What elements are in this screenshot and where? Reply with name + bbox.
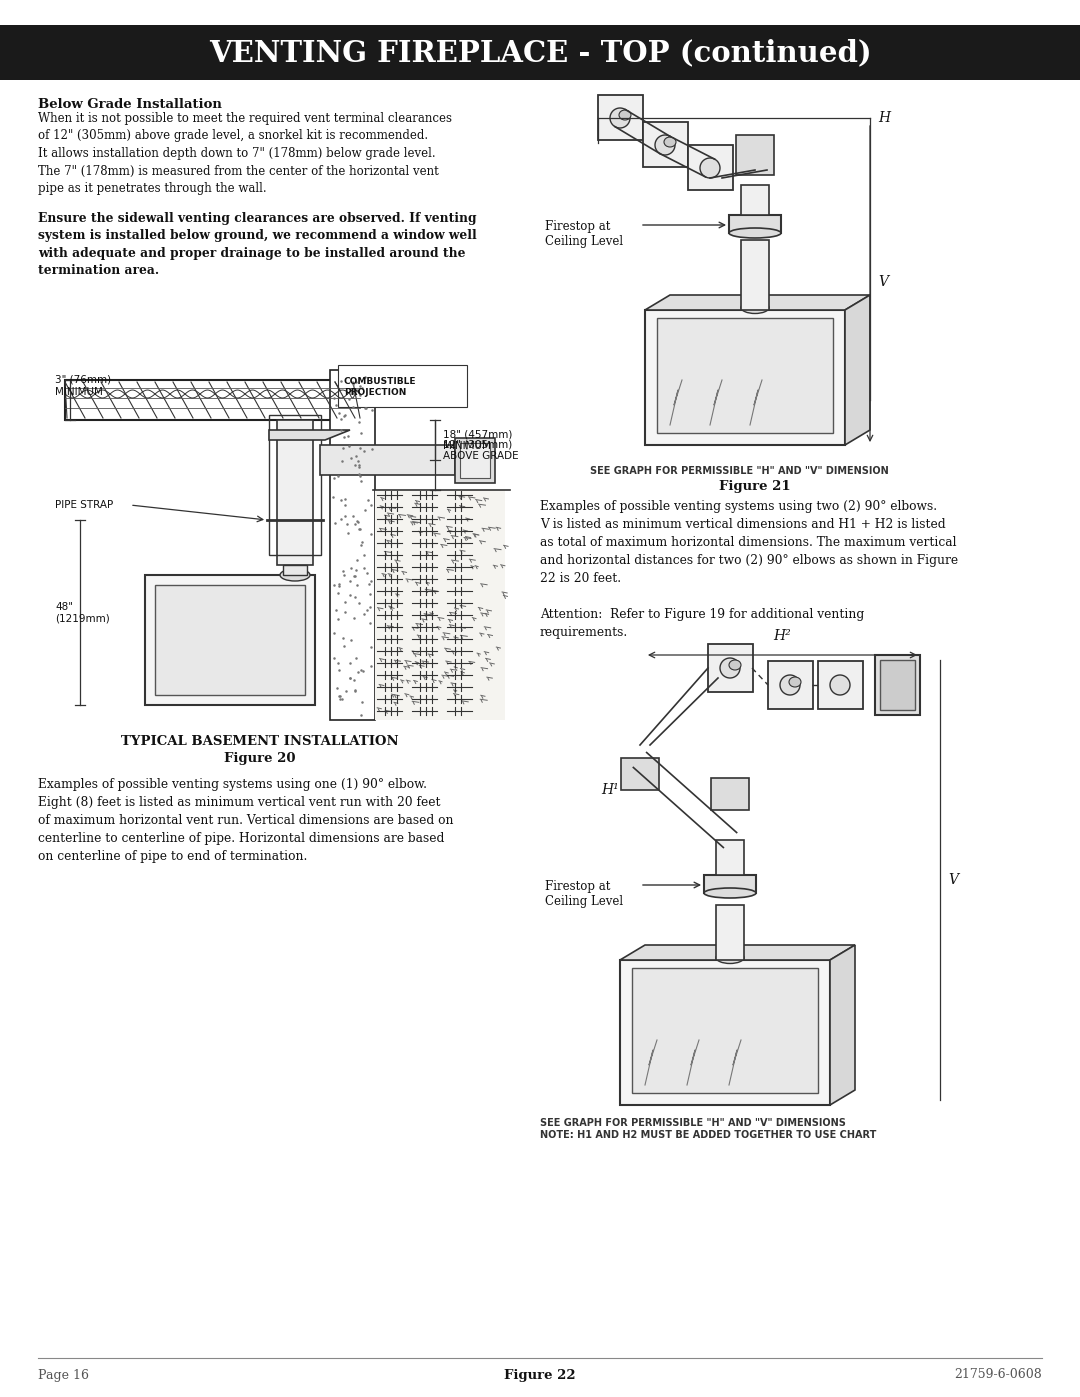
Bar <box>818 661 863 710</box>
Text: VENTING FIREPLACE - TOP (continued): VENTING FIREPLACE - TOP (continued) <box>208 38 872 67</box>
Bar <box>708 644 753 692</box>
Text: TYPICAL BASEMENT INSTALLATION: TYPICAL BASEMENT INSTALLATION <box>121 735 399 747</box>
Bar <box>645 310 845 446</box>
Ellipse shape <box>280 569 310 581</box>
Ellipse shape <box>729 659 741 671</box>
Text: Firestop at
Ceiling Level: Firestop at Ceiling Level <box>545 880 623 908</box>
Bar <box>657 319 833 433</box>
Bar <box>460 443 490 478</box>
Ellipse shape <box>716 951 744 964</box>
Text: Page 16: Page 16 <box>38 1369 89 1382</box>
Bar <box>688 145 733 190</box>
Ellipse shape <box>654 136 675 155</box>
Text: 12" (305mm)
ABOVE GRADE: 12" (305mm) ABOVE GRADE <box>443 439 518 461</box>
Text: PIPE STRAP: PIPE STRAP <box>55 500 113 510</box>
Ellipse shape <box>780 675 800 694</box>
Ellipse shape <box>720 658 740 678</box>
Text: 18" (457mm)
MINIMUM: 18" (457mm) MINIMUM <box>443 429 512 451</box>
Bar <box>455 437 495 482</box>
Polygon shape <box>620 944 855 960</box>
Bar <box>145 576 315 705</box>
Bar <box>65 380 360 420</box>
Text: Examples of possible venting systems using one (1) 90° elbow.
Eight (8) feet is : Examples of possible venting systems usi… <box>38 778 454 863</box>
Text: COMBUSTIBLE
PROJECTION: COMBUSTIBLE PROJECTION <box>345 377 417 397</box>
Text: H²: H² <box>773 629 792 643</box>
Text: Figure 20: Figure 20 <box>225 752 296 766</box>
Text: SEE GRAPH FOR PERMISSIBLE "H" AND "V" DIMENSIONS
NOTE: H1 AND H2 MUST BE ADDED T: SEE GRAPH FOR PERMISSIBLE "H" AND "V" DI… <box>540 1118 876 1140</box>
Ellipse shape <box>664 137 676 147</box>
Text: Below Grade Installation: Below Grade Installation <box>38 98 221 110</box>
Bar <box>621 759 659 789</box>
Bar <box>716 905 744 960</box>
Bar <box>620 960 831 1105</box>
Bar <box>741 184 769 215</box>
Bar <box>320 446 455 475</box>
Ellipse shape <box>704 888 756 898</box>
Text: Figure 22: Figure 22 <box>504 1369 576 1382</box>
Text: V: V <box>878 274 888 289</box>
Ellipse shape <box>741 302 769 313</box>
Text: When it is not possible to meet the required vent terminal clearances
of 12" (30: When it is not possible to meet the requ… <box>38 112 453 196</box>
Bar <box>875 655 920 715</box>
Ellipse shape <box>831 675 850 694</box>
Bar <box>768 661 813 710</box>
Bar <box>276 420 313 564</box>
Polygon shape <box>845 295 870 446</box>
Ellipse shape <box>700 158 720 177</box>
Text: 21759-6-0608: 21759-6-0608 <box>955 1369 1042 1382</box>
Text: Ensure the sidewall venting clearances are observed. If venting
system is instal: Ensure the sidewall venting clearances a… <box>38 212 476 278</box>
Text: 48"
(1219mm): 48" (1219mm) <box>55 602 110 623</box>
Polygon shape <box>645 295 870 310</box>
Text: 3" (76mm)
MINIMUM: 3" (76mm) MINIMUM <box>55 374 111 397</box>
Bar <box>741 240 769 310</box>
Bar <box>643 122 688 168</box>
Bar <box>283 564 307 576</box>
Ellipse shape <box>619 110 631 120</box>
Text: V: V <box>948 873 958 887</box>
Bar <box>330 370 375 719</box>
Text: Attention:  Refer to Figure 19 for additional venting
requirements.: Attention: Refer to Figure 19 for additi… <box>540 608 864 638</box>
Bar <box>704 875 756 893</box>
Bar <box>156 585 305 694</box>
Bar <box>711 778 750 810</box>
Bar <box>880 659 915 710</box>
Polygon shape <box>269 430 350 440</box>
Ellipse shape <box>610 108 630 129</box>
Text: H: H <box>878 110 890 124</box>
Text: Examples of possible venting systems using two (2) 90° elbows.
V is listed as mi: Examples of possible venting systems usi… <box>540 500 958 585</box>
Text: H¹: H¹ <box>602 782 619 798</box>
Text: Firestop at
Ceiling Level: Firestop at Ceiling Level <box>545 219 623 249</box>
Bar <box>729 215 781 233</box>
Polygon shape <box>831 944 855 1105</box>
Ellipse shape <box>729 228 781 237</box>
Bar <box>735 136 774 175</box>
FancyBboxPatch shape <box>338 365 467 407</box>
Text: Figure 21: Figure 21 <box>719 481 791 493</box>
Bar <box>598 95 643 140</box>
Bar <box>632 968 818 1092</box>
Bar <box>716 840 744 875</box>
Bar <box>269 415 321 555</box>
Bar <box>375 490 505 719</box>
Text: SEE GRAPH FOR PERMISSIBLE "H" AND "V" DIMENSION: SEE GRAPH FOR PERMISSIBLE "H" AND "V" DI… <box>590 467 889 476</box>
Ellipse shape <box>789 678 801 687</box>
Bar <box>0 25 1080 80</box>
